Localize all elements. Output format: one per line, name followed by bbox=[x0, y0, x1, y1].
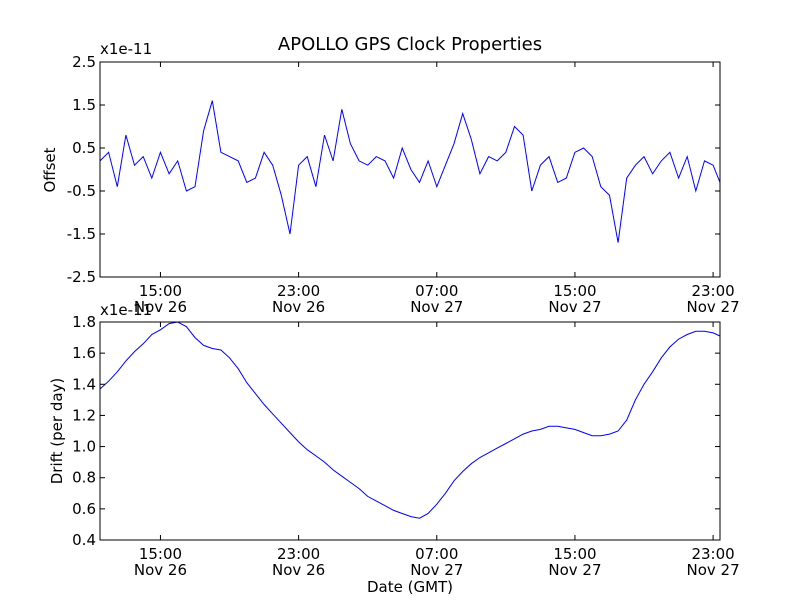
offset-y-axis-label: Offset bbox=[41, 147, 59, 192]
drift-axes-frame bbox=[99, 321, 721, 541]
offset-x-tick-date: Nov 26 bbox=[272, 298, 325, 316]
offset-x-tick-date: Nov 27 bbox=[410, 298, 463, 316]
drift-y-axis-label: Drift (per day) bbox=[48, 378, 66, 485]
offset-multiplier-label: x1e-11 bbox=[100, 40, 152, 58]
drift-x-tick-date: Nov 26 bbox=[134, 561, 187, 579]
drift-x-tick-date: Nov 26 bbox=[272, 561, 325, 579]
offset-x-tick-time: 15:00 bbox=[139, 282, 182, 300]
offset-y-tick-label: 0.5 bbox=[72, 139, 96, 157]
offset-series-line bbox=[99, 100, 721, 243]
drift-series-line bbox=[99, 321, 721, 519]
drift-x-tick-date: Nov 27 bbox=[410, 561, 463, 579]
offset-plot: x1e-11 Offset -2.5 -1.5 -0.5 0.5 1.5 2.5 15:00… bbox=[41, 40, 740, 316]
offset-x-tick-time: 15:00 bbox=[553, 282, 596, 300]
offset-y-tick-label: 2.5 bbox=[72, 53, 96, 71]
offset-x-tick-time: 07:00 bbox=[415, 282, 458, 300]
drift-x-tick-date: Nov 27 bbox=[687, 561, 740, 579]
drift-y-tick-label: 1.2 bbox=[72, 406, 96, 424]
drift-x-tick-time: 15:00 bbox=[553, 545, 596, 563]
offset-y-tick-label: -0.5 bbox=[67, 182, 96, 200]
chart-title: APOLLO GPS Clock Properties bbox=[278, 34, 542, 55]
drift-x-tick-time: 23:00 bbox=[277, 545, 320, 563]
offset-x-tick-date: Nov 27 bbox=[687, 298, 740, 316]
offset-axes-frame bbox=[99, 61, 721, 278]
drift-y-tick-label: 1.4 bbox=[72, 375, 96, 393]
drift-x-tick-time: 23:00 bbox=[691, 545, 734, 563]
drift-x-tick-date: Nov 27 bbox=[548, 561, 601, 579]
offset-x-tick-time: 23:00 bbox=[691, 282, 734, 300]
drift-y-tick-label: 1.8 bbox=[72, 313, 96, 331]
offset-y-tick-label: -1.5 bbox=[67, 225, 96, 243]
drift-y-tick-label: 0.6 bbox=[72, 500, 96, 518]
drift-x-tick-time: 15:00 bbox=[139, 545, 182, 563]
drift-x-axis-label: Date (GMT) bbox=[367, 578, 453, 596]
offset-y-tick-label: 1.5 bbox=[72, 96, 96, 114]
drift-y-tick-label: 0.8 bbox=[72, 469, 96, 487]
offset-x-tick-time: 23:00 bbox=[277, 282, 320, 300]
drift-multiplier-label: x1e-11 bbox=[100, 301, 152, 319]
offset-x-tick-date: Nov 27 bbox=[548, 298, 601, 316]
drift-y-tick-label: 1.6 bbox=[72, 344, 96, 362]
drift-plot: x1e-11 Drift (per day) Date (GMT) 0.4 0.6… bbox=[48, 301, 740, 596]
drift-y-tick-label: 0.4 bbox=[72, 531, 96, 549]
offset-y-tick-label: -2.5 bbox=[67, 268, 96, 286]
offset-x-tick-date: Nov 26 bbox=[134, 298, 187, 316]
drift-x-tick-time: 07:00 bbox=[415, 545, 458, 563]
drift-y-tick-label: 1.0 bbox=[72, 438, 96, 456]
